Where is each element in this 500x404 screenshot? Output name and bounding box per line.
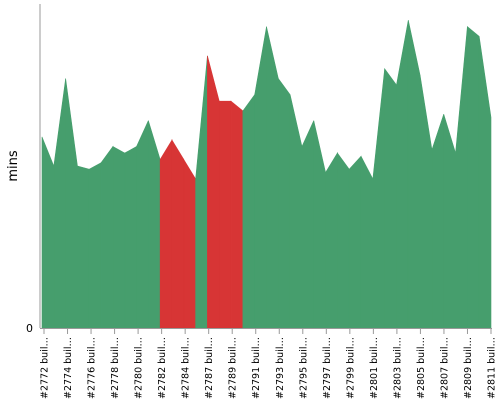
- x-tick-labels: #2772 buil… #2774 buil… #2776 buil… #2778 b…: [40, 329, 498, 399]
- x-tick-label: #2805 buil…: [416, 337, 427, 399]
- area-segment-pass: [478, 36, 492, 329]
- area-segment-pass: [455, 26, 468, 329]
- x-tick-label: #2784 buil…: [181, 337, 192, 399]
- area-segment-pass: [396, 20, 409, 329]
- y-axis-label: mins: [6, 150, 21, 182]
- y-tick-label: 0: [26, 322, 33, 335]
- area-segment-pass: [88, 162, 102, 329]
- area-segment-pass: [278, 77, 291, 329]
- area-segment-fail: [230, 100, 244, 329]
- area-segment-pass: [325, 151, 338, 329]
- area-segment-pass: [266, 26, 279, 329]
- x-tick-label: #2778 buil…: [110, 337, 121, 399]
- area-segment-pass: [443, 114, 456, 329]
- x-tick-label: #2787 buil…: [204, 337, 215, 399]
- area-segment-pass: [100, 145, 114, 329]
- area-segment-pass: [112, 146, 126, 329]
- x-tick-label: #2782 buil…: [157, 337, 168, 399]
- x-tick-label: #2774 buil…: [63, 337, 74, 399]
- area-segment-pass: [254, 26, 267, 329]
- area-segment-pass: [372, 68, 385, 329]
- x-tick-label: #2772 buil…: [40, 337, 51, 399]
- x-tick-label: #2795 buil…: [298, 337, 309, 399]
- area-segment-fail: [159, 139, 173, 329]
- area-segment-pass: [419, 75, 433, 329]
- x-tick-label: #2789 buil…: [228, 337, 239, 399]
- axes: [39, 4, 492, 329]
- area-segment-pass: [348, 155, 362, 329]
- area-segment-fail: [207, 55, 220, 329]
- area-segment-fail: [171, 139, 185, 329]
- area-segment-pass: [337, 152, 350, 329]
- area-segment-pass: [289, 94, 303, 329]
- area-segment-pass: [77, 165, 90, 329]
- area-segment-pass: [313, 120, 326, 329]
- x-tick-label: #2797 buil…: [322, 337, 333, 399]
- area-segment-pass: [407, 20, 421, 329]
- area-segment-pass: [148, 120, 161, 329]
- area-series: [41, 20, 492, 329]
- area-segment-fail: [183, 158, 196, 329]
- area-segment-pass: [124, 146, 137, 329]
- x-tick-label: #2807 buil…: [439, 337, 450, 399]
- area-segment-pass: [65, 78, 78, 329]
- area-segment-pass: [53, 78, 66, 329]
- x-tick-label: #2799 buil…: [345, 337, 356, 399]
- area-segment-pass: [242, 93, 255, 329]
- area-segment-pass: [195, 55, 208, 329]
- x-tick-label: #2793 buil…: [275, 337, 286, 399]
- x-tick-label: #2791 buil…: [251, 337, 262, 399]
- x-tick-label: #2776 buil…: [87, 337, 98, 399]
- area-segment-pass: [467, 26, 480, 329]
- x-tick-label: #2809 buil…: [463, 337, 474, 399]
- x-tick-label: #2811 buil…: [487, 337, 498, 399]
- area-segment-pass: [136, 120, 149, 329]
- area-segment-pass: [431, 114, 445, 329]
- area-segment-pass: [360, 156, 374, 329]
- area-segment-pass: [301, 120, 315, 329]
- x-tick-label: #2780 buil…: [134, 337, 145, 399]
- area-segment-fail: [218, 100, 232, 329]
- area-segment-pass: [41, 136, 55, 329]
- area-segment-pass: [384, 67, 397, 329]
- x-tick-label: #2803 buil…: [392, 337, 403, 399]
- x-tick-label: #2801 buil…: [369, 337, 380, 399]
